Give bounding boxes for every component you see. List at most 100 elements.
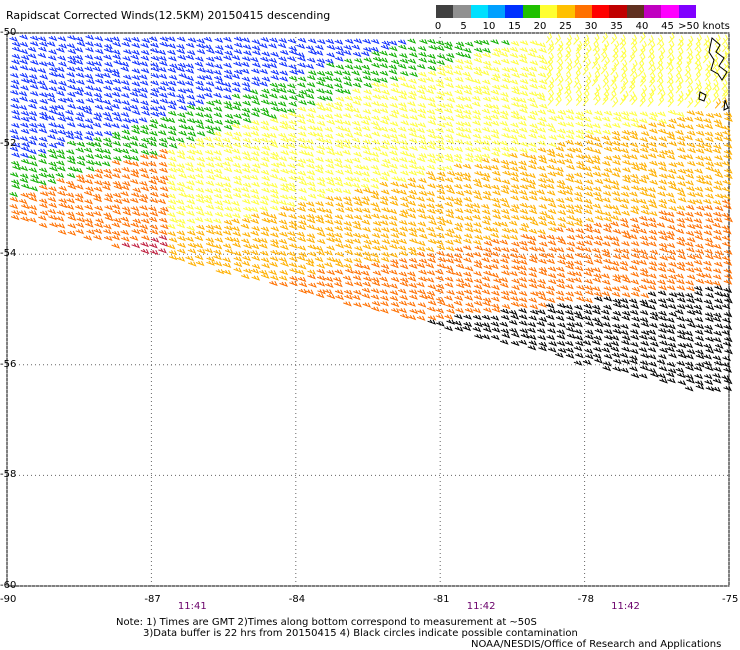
wind-barb [269, 256, 279, 262]
wind-barb [306, 233, 316, 239]
wind-barb [621, 154, 631, 160]
wind-barb [55, 172, 65, 178]
wind-barb [425, 263, 435, 269]
wind-barb [666, 317, 675, 323]
wind-barb [565, 88, 572, 99]
wind-barb [453, 258, 463, 264]
wind-barb [528, 297, 538, 303]
wind-barb [465, 153, 475, 159]
wind-barb [455, 139, 464, 145]
wind-barb [85, 85, 95, 91]
wind-barb [472, 147, 482, 153]
wind-barb [622, 234, 632, 240]
wind-barb [704, 279, 714, 285]
wind-barb [231, 201, 240, 207]
wind-barb [408, 132, 418, 138]
wind-barb [20, 216, 30, 222]
coastline [708, 37, 728, 81]
wind-barb [483, 121, 493, 127]
wind-barb [380, 144, 389, 150]
wind-barb [344, 249, 354, 255]
legend-label: 10 [482, 21, 496, 32]
wind-barb [509, 189, 519, 195]
wind-barb [546, 285, 556, 291]
wind-barb [224, 131, 234, 137]
wind-barb [231, 148, 241, 154]
wind-barb [177, 142, 187, 148]
wind-barb [176, 48, 186, 55]
wind-barb [122, 154, 132, 160]
wind-barb [131, 124, 140, 130]
wind-barb [37, 80, 46, 86]
wind-barb [185, 185, 194, 191]
wind-barb [676, 285, 686, 291]
wind-barb [713, 144, 722, 150]
wind-barb [694, 186, 704, 192]
wind-barb [130, 98, 140, 104]
wind-barb [370, 177, 380, 183]
wind-barb [584, 191, 594, 197]
wind-barb [649, 160, 659, 166]
wind-barb [251, 76, 261, 82]
wind-barb [482, 297, 492, 303]
wind-barb [148, 136, 158, 142]
wind-barb [628, 82, 636, 93]
wind-barb [19, 49, 29, 55]
wind-barb [398, 133, 407, 139]
wind-barb [658, 118, 668, 125]
wind-barb [260, 162, 269, 168]
wind-barb [659, 47, 666, 58]
wind-barb [463, 84, 473, 91]
wind-barb [222, 257, 232, 263]
wind-barb [530, 309, 539, 315]
wind-barb [361, 293, 371, 299]
wind-barb [242, 44, 252, 50]
wind-barb [241, 151, 251, 157]
wind-barb [29, 98, 38, 105]
wind-barb [473, 263, 483, 269]
wind-barb [307, 269, 317, 275]
wind-barb [694, 341, 704, 348]
wind-barb [584, 240, 593, 246]
wind-barb [500, 315, 510, 321]
wind-barb [575, 90, 583, 101]
wind-barb [194, 206, 204, 212]
wind-barb [658, 136, 668, 142]
wind-barb [121, 135, 131, 141]
wind-barb [427, 53, 436, 60]
wind-barb [667, 378, 676, 384]
wind-barb [324, 89, 334, 95]
wind-barb [57, 190, 67, 197]
wind-barb [38, 159, 48, 165]
wind-barb [574, 221, 583, 227]
wind-barb [205, 237, 215, 243]
wind-barb [222, 199, 232, 205]
wind-barb [104, 44, 113, 50]
wind-barb [10, 172, 19, 178]
wind-barb [398, 189, 408, 195]
wind-barb [445, 209, 455, 215]
wind-barb [675, 309, 684, 315]
wind-barb [168, 250, 178, 256]
wind-barb [306, 158, 315, 164]
wind-barb [676, 175, 686, 181]
wind-barb [203, 106, 213, 112]
wind-barb [501, 214, 511, 220]
wind-barb [333, 258, 342, 264]
wind-barb [425, 89, 435, 95]
wind-barb [150, 55, 160, 62]
wind-barb [714, 123, 724, 129]
latitude-tick-label: -54 [0, 248, 17, 260]
wind-barb [280, 244, 289, 251]
wind-barb [640, 353, 650, 359]
wind-barb [444, 41, 454, 47]
wind-barb [546, 335, 556, 341]
wind-barb [685, 293, 694, 299]
wind-barb [557, 189, 567, 196]
wind-barb [677, 181, 687, 187]
wind-barb [223, 74, 233, 80]
wind-barb [261, 111, 271, 117]
wind-barb [463, 197, 473, 203]
wind-barb [703, 273, 712, 279]
wind-barb [483, 65, 493, 71]
